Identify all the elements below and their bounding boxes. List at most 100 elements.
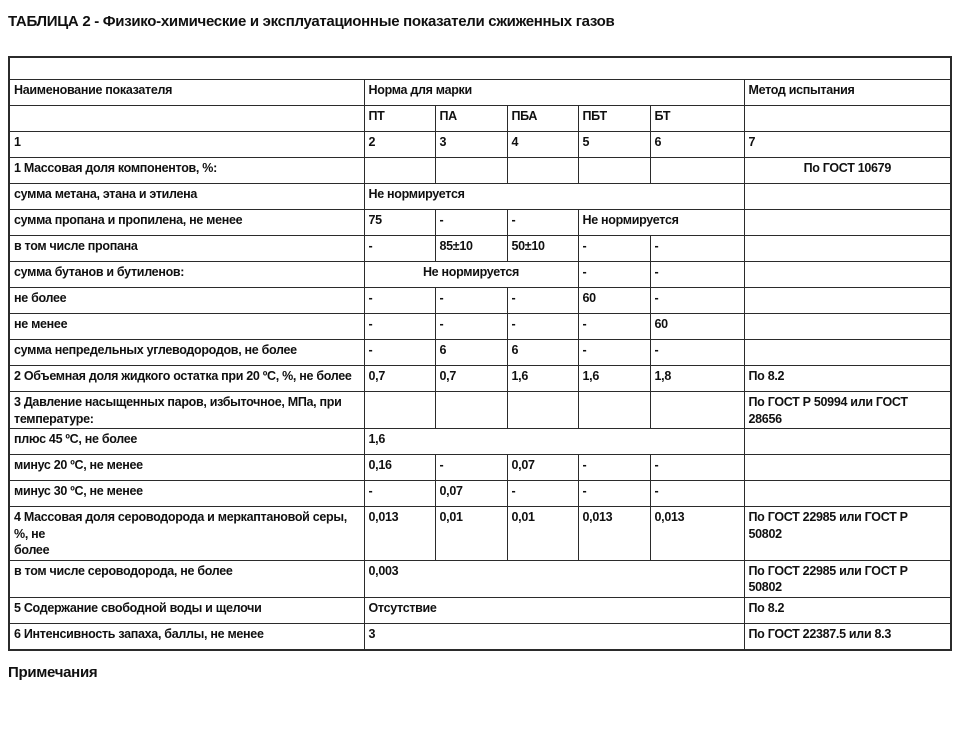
row-label-cell: 6 Интенсивность запаха, баллы, не менее xyxy=(8,622,365,650)
page-title: ТАБЛИЦА 2 - Физико-химические и эксплуат… xyxy=(8,13,615,30)
value-cell: - xyxy=(577,313,651,340)
table-row: сумма непредельных углеводородов, не бол… xyxy=(8,339,952,366)
table-row: минус 20 ºС, не менее 0,16 - 0,07 - - xyxy=(8,454,952,481)
value-cell: Не нормируется xyxy=(363,261,579,288)
row-label-cell: не более xyxy=(8,287,365,314)
value-cell: - xyxy=(363,235,436,262)
column-header-method: Метод испытания xyxy=(743,79,952,106)
value-cell: 0,003 xyxy=(363,559,745,598)
value-cell: 50±10 xyxy=(506,235,579,262)
table-row: 1 Массовая доля компонентов, %: По ГОСТ … xyxy=(8,157,952,184)
empty-cell xyxy=(743,105,952,132)
value-cell: - xyxy=(506,480,579,507)
value-cell: - xyxy=(577,261,651,288)
value-cell: 0,7 xyxy=(434,365,508,392)
row-label-cell: сумма бутанов и бутиленов: xyxy=(8,261,365,288)
value-cell: - xyxy=(506,209,579,236)
method-cell: По ГОСТ Р 50994 или ГОСТ 28656 xyxy=(743,391,952,429)
value-cell xyxy=(577,157,651,184)
value-cell: - xyxy=(577,480,651,507)
table-header-row: Наименование показателя Норма для марки … xyxy=(8,79,952,106)
method-cell xyxy=(743,313,952,340)
value-cell: 85±10 xyxy=(434,235,508,262)
value-cell: 0,013 xyxy=(363,506,436,561)
value-cell xyxy=(434,157,508,184)
value-cell: - xyxy=(577,339,651,366)
row-label-cell: 1 Массовая доля компонентов, %: xyxy=(8,157,365,184)
mark-header: ПТ xyxy=(363,105,436,132)
empty-cell xyxy=(8,56,952,80)
value-cell: 6 xyxy=(434,339,508,366)
column-number: 7 xyxy=(743,131,952,158)
table-row: сумма метана, этана и этилена Не нормиру… xyxy=(8,183,952,210)
value-cell: - xyxy=(577,235,651,262)
value-cell: 1,6 xyxy=(363,428,745,455)
table-row: 3 Давление насыщенных паров, избыточное,… xyxy=(8,391,952,429)
table-row: не менее - - - - 60 xyxy=(8,313,952,340)
table-top-empty-row xyxy=(8,56,952,80)
column-number: 1 xyxy=(8,131,365,158)
table-row: сумма бутанов и бутиленов: Не нормируетс… xyxy=(8,261,952,288)
row-label-cell: сумма непредельных углеводородов, не бол… xyxy=(8,339,365,366)
table-row: сумма пропана и пропилена, не менее 75 -… xyxy=(8,209,952,236)
value-cell: 0,013 xyxy=(649,506,745,561)
column-header-name: Наименование показателя xyxy=(8,79,365,106)
value-cell: 1,8 xyxy=(649,365,745,392)
table-row: в том числе сероводорода, не более 0,003… xyxy=(8,559,952,598)
value-cell: 1,6 xyxy=(577,365,651,392)
method-cell xyxy=(743,454,952,481)
value-cell: - xyxy=(434,209,508,236)
row-label-cell: сумма пропана и пропилена, не менее xyxy=(8,209,365,236)
value-cell: - xyxy=(434,287,508,314)
row-label-cell: в том числе сероводорода, не более xyxy=(8,559,365,598)
value-cell xyxy=(363,157,436,184)
mark-header: ПБТ xyxy=(577,105,651,132)
column-number: 5 xyxy=(577,131,651,158)
value-cell xyxy=(506,391,579,429)
row-label-cell: минус 30 ºС, не менее xyxy=(8,480,365,507)
method-cell xyxy=(743,183,952,210)
method-cell xyxy=(743,287,952,314)
table-row: не более - - - 60 - xyxy=(8,287,952,314)
marks-row: ПТ ПА ПБА ПБТ БТ xyxy=(8,105,952,132)
value-cell xyxy=(363,391,436,429)
notes-heading: Примечания xyxy=(8,663,98,681)
value-cell: - xyxy=(363,313,436,340)
mark-header: ПБА xyxy=(506,105,579,132)
method-cell: По ГОСТ 22387.5 или 8.3 xyxy=(743,622,952,650)
value-cell: - xyxy=(363,287,436,314)
row-label-cell: в том числе пропана xyxy=(8,235,365,262)
method-cell xyxy=(743,209,952,236)
row-label-cell: минус 20 ºС, не менее xyxy=(8,454,365,481)
value-cell: - xyxy=(577,454,651,481)
value-cell: Отсутствие xyxy=(363,596,745,624)
numbers-row: 1 2 3 4 5 6 7 xyxy=(8,131,952,158)
value-cell xyxy=(577,391,651,429)
method-cell: По ГОСТ 10679 xyxy=(743,157,952,184)
table-row: 2 Объемная доля жидкого остатка при 20 º… xyxy=(8,365,952,392)
table-row: в том числе пропана - 85±10 50±10 - - xyxy=(8,235,952,262)
method-cell xyxy=(743,235,952,262)
table-row: 5 Содержание свободной воды и щелочи Отс… xyxy=(8,596,952,624)
value-cell: - xyxy=(363,339,436,366)
method-cell xyxy=(743,480,952,507)
value-cell: 60 xyxy=(577,287,651,314)
value-cell: - xyxy=(363,480,436,507)
column-number: 2 xyxy=(363,131,436,158)
method-cell: По 8.2 xyxy=(743,365,952,392)
value-cell: - xyxy=(506,313,579,340)
row-label-cell: не менее xyxy=(8,313,365,340)
table-row: 6 Интенсивность запаха, баллы, не менее … xyxy=(8,622,952,650)
value-cell: 0,01 xyxy=(506,506,579,561)
row-label-cell: 5 Содержание свободной воды и щелочи xyxy=(8,596,365,624)
value-cell: - xyxy=(649,261,745,288)
table-row: плюс 45 ºС, не более 1,6 xyxy=(8,428,952,455)
empty-cell xyxy=(8,105,365,132)
value-cell: 0,7 xyxy=(363,365,436,392)
value-cell: Не нормируется xyxy=(577,209,745,236)
value-cell: 6 xyxy=(506,339,579,366)
mark-header: ПА xyxy=(434,105,508,132)
method-cell xyxy=(743,261,952,288)
row-label-cell: плюс 45 ºС, не более xyxy=(8,428,365,455)
value-cell: 60 xyxy=(649,313,745,340)
